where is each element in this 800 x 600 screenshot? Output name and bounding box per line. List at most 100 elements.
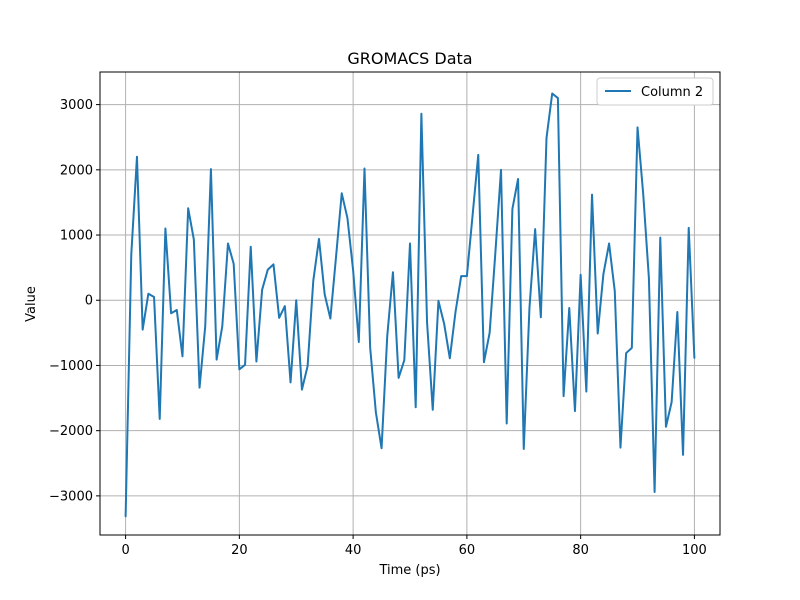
y-axis: −3000 −2000 −1000 0 1000 2000 3000 bbox=[49, 98, 100, 504]
data-point bbox=[460, 275, 462, 277]
data-point bbox=[420, 113, 422, 115]
data-point bbox=[284, 305, 286, 307]
data-point bbox=[625, 352, 627, 354]
data-point bbox=[193, 238, 195, 241]
data-point bbox=[602, 273, 604, 275]
y-tick-label: −1000 bbox=[49, 359, 93, 374]
data-point bbox=[403, 359, 405, 361]
data-point bbox=[506, 422, 508, 425]
data-point bbox=[665, 426, 667, 428]
data-point bbox=[375, 411, 377, 413]
data-point bbox=[130, 253, 132, 256]
data-point bbox=[426, 321, 428, 324]
data-point bbox=[125, 516, 127, 518]
legend: Column 2 bbox=[596, 77, 714, 106]
data-point bbox=[210, 168, 212, 170]
data-point bbox=[278, 317, 280, 319]
y-tick-label: 1000 bbox=[60, 229, 93, 244]
data-point bbox=[500, 169, 502, 171]
data-point bbox=[250, 246, 252, 248]
data-point bbox=[693, 357, 696, 359]
data-point bbox=[551, 92, 553, 95]
x-axis-title: Time (ps) bbox=[378, 563, 440, 578]
x-tick-label: 60 bbox=[459, 543, 476, 558]
data-point bbox=[181, 355, 184, 357]
data-point bbox=[352, 269, 354, 271]
data-point bbox=[176, 309, 178, 311]
data-point bbox=[261, 289, 263, 291]
data-point bbox=[187, 207, 189, 209]
data-point bbox=[614, 290, 616, 292]
data-point bbox=[341, 192, 343, 194]
chart-title: GROMACS Data bbox=[347, 49, 472, 68]
data-point bbox=[523, 448, 525, 450]
data-point bbox=[688, 227, 690, 229]
data-point bbox=[454, 311, 457, 313]
data-point bbox=[585, 390, 587, 393]
y-axis-title: Value bbox=[24, 286, 39, 322]
data-point bbox=[517, 178, 519, 180]
data-point bbox=[437, 300, 440, 302]
data-point bbox=[386, 335, 388, 337]
data-point bbox=[574, 410, 576, 412]
y-tick-label: −3000 bbox=[49, 489, 93, 504]
data-point bbox=[233, 263, 235, 265]
data-point bbox=[477, 154, 479, 156]
y-tick-label: 0 bbox=[85, 294, 93, 309]
data-point bbox=[142, 328, 144, 331]
data-point bbox=[346, 217, 349, 219]
data-point bbox=[295, 299, 297, 301]
data-point bbox=[238, 368, 240, 370]
plot-frame bbox=[99, 71, 721, 536]
data-point bbox=[147, 293, 149, 295]
data-point bbox=[619, 447, 622, 449]
data-point bbox=[432, 409, 434, 411]
grid bbox=[100, 72, 720, 535]
data-point bbox=[392, 271, 394, 273]
data-point bbox=[659, 237, 661, 239]
data-point bbox=[636, 126, 639, 129]
data-point bbox=[545, 137, 548, 139]
data-point bbox=[244, 364, 246, 366]
data-point bbox=[164, 227, 167, 230]
x-tick-label: 40 bbox=[345, 543, 362, 558]
y-tick-label: 2000 bbox=[60, 163, 93, 178]
data-point bbox=[608, 242, 610, 245]
x-axis: 0 20 40 60 80 100 bbox=[121, 535, 707, 558]
data-point bbox=[489, 332, 491, 334]
data-point bbox=[631, 347, 633, 349]
data-point bbox=[568, 307, 570, 309]
data-point bbox=[369, 347, 371, 349]
data-point bbox=[671, 401, 673, 403]
data-point bbox=[449, 357, 451, 359]
data-point bbox=[301, 388, 303, 391]
data-point bbox=[136, 156, 138, 158]
data-point bbox=[324, 293, 326, 295]
data-point bbox=[255, 360, 258, 363]
data-point bbox=[597, 332, 599, 335]
data-point bbox=[307, 365, 309, 367]
data-point bbox=[528, 307, 531, 309]
series-0 bbox=[124, 92, 696, 518]
data-point bbox=[591, 194, 593, 196]
data-point bbox=[170, 312, 172, 314]
legend-box bbox=[596, 77, 714, 106]
data-point bbox=[682, 454, 684, 456]
data-point bbox=[534, 228, 536, 230]
data-point bbox=[318, 238, 320, 240]
x-tick-label: 100 bbox=[682, 543, 707, 558]
data-point bbox=[272, 263, 275, 265]
data-point bbox=[380, 447, 383, 449]
data-point bbox=[642, 193, 644, 195]
data-point bbox=[557, 97, 559, 99]
data-point bbox=[267, 268, 269, 271]
data-point bbox=[540, 316, 542, 318]
data-point bbox=[289, 381, 292, 384]
series-layer bbox=[124, 92, 696, 518]
x-tick-label: 0 bbox=[121, 543, 129, 558]
data-point bbox=[358, 341, 360, 343]
data-point bbox=[415, 406, 417, 408]
x-tick-label: 20 bbox=[231, 543, 248, 558]
data-point bbox=[494, 252, 496, 254]
